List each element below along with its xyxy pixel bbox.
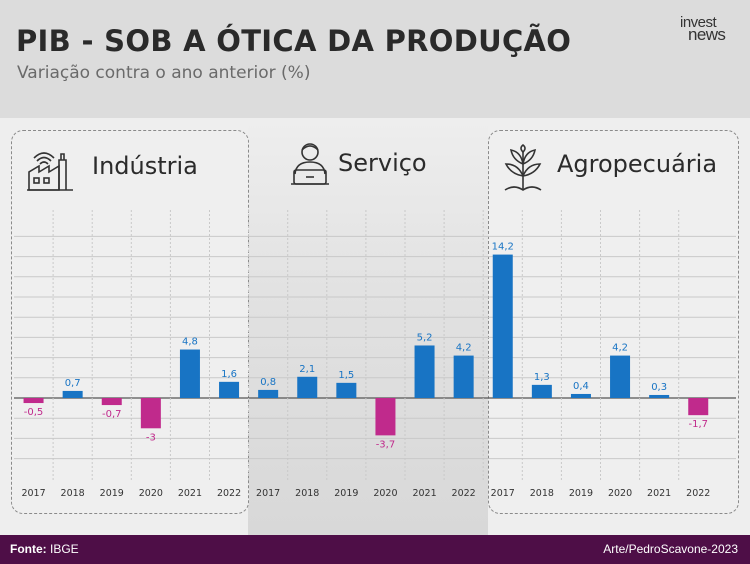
x-tick-label: 2021 (178, 488, 202, 499)
x-tick-label: 2020 (373, 488, 397, 499)
credit-text: Arte/PedroScavone-2023 (603, 542, 738, 556)
data-label: 4,8 (182, 337, 198, 348)
bar-agropecuária-2018 (531, 384, 552, 398)
chart-subtitle: Variação contra o ano anterior (%) (17, 63, 311, 83)
data-label: -3 (146, 432, 156, 443)
data-label: 0,8 (260, 377, 276, 388)
sector-label-agropecuaria: Agropecuária (557, 150, 718, 178)
data-label: -0,5 (24, 407, 44, 418)
chart-title: PIB - SOB A ÓTICA DA PRODUÇÃO (16, 24, 572, 58)
x-tick-label: 2019 (569, 488, 593, 499)
x-tick-label: 2017 (21, 488, 45, 499)
source-text: Fonte: IBGE (10, 542, 79, 556)
data-label: 5,2 (417, 332, 433, 343)
bar-serviço-2018 (297, 376, 318, 398)
bar-agropecuária-2019 (570, 393, 591, 398)
bar-indústria-2021 (179, 349, 200, 398)
x-tick-label: 2017 (491, 488, 515, 499)
investnews-logo: invest news (680, 14, 726, 44)
header: PIB - SOB A ÓTICA DA PRODUÇÃO Variação c… (0, 0, 750, 118)
x-tick-label: 2022 (217, 488, 241, 499)
bar-agropecuária-2017 (492, 254, 513, 398)
bar-agropecuária-2021 (649, 394, 670, 398)
plant-icon (504, 144, 542, 191)
bar-agropecuária-2020 (610, 355, 631, 398)
bar-agropecuária-2022 (688, 398, 709, 416)
bar-indústria-2022 (219, 381, 240, 398)
footer: Fonte: IBGE Arte/PedroScavone-2023 (0, 535, 750, 564)
data-label: 0,7 (65, 378, 81, 389)
bar-indústria-2019 (101, 398, 122, 406)
bar-serviço-2022 (453, 355, 474, 398)
bar-chart: -0,5 0,7 -0,7 -3 4,8 1,6 0,8 2,1 1,5 -3,7 5,2 4,2 14… (14, 210, 736, 499)
x-tick-label: 2019 (100, 488, 124, 499)
bar-serviço-2021 (414, 345, 435, 398)
factory-icon (27, 152, 73, 191)
x-tick-label: 2020 (139, 488, 163, 499)
worker-laptop-icon (291, 143, 329, 185)
x-tick-label: 2018 (530, 488, 554, 499)
x-tick-label: 2018 (295, 488, 319, 499)
agropecuaria-panel (488, 130, 739, 514)
sector-label-servico: Serviço (338, 149, 427, 177)
data-label: 2,1 (299, 364, 315, 375)
bar-indústria-2020 (140, 398, 161, 429)
x-tick-label: 2017 (256, 488, 280, 499)
bar-indústria-2018 (62, 390, 83, 398)
data-label: 1,3 (534, 372, 550, 383)
x-tick-label: 2021 (647, 488, 671, 499)
x-tick-label: 2021 (412, 488, 436, 499)
x-tick-label: 2018 (61, 488, 85, 499)
x-tick-label: 2022 (452, 488, 476, 499)
bar-indústria-2017 (23, 398, 44, 404)
data-label: -0,7 (102, 409, 122, 420)
sector-label-industria: Indústria (92, 152, 198, 180)
data-label: 0,4 (573, 381, 589, 392)
data-label: 1,5 (338, 370, 354, 381)
data-label: -1,7 (688, 419, 708, 430)
bar-serviço-2019 (336, 382, 357, 398)
data-label: 1,6 (221, 369, 237, 380)
x-tick-label: 2019 (334, 488, 358, 499)
x-tick-label: 2020 (608, 488, 632, 499)
data-label: 0,3 (651, 382, 667, 393)
data-label: -3,7 (376, 439, 396, 450)
bar-serviço-2020 (375, 398, 396, 436)
data-label: 4,2 (612, 343, 628, 354)
x-tick-label: 2022 (686, 488, 710, 499)
bar-serviço-2017 (258, 389, 279, 398)
data-label: 4,2 (456, 343, 472, 354)
data-label: 14,2 (492, 242, 514, 253)
